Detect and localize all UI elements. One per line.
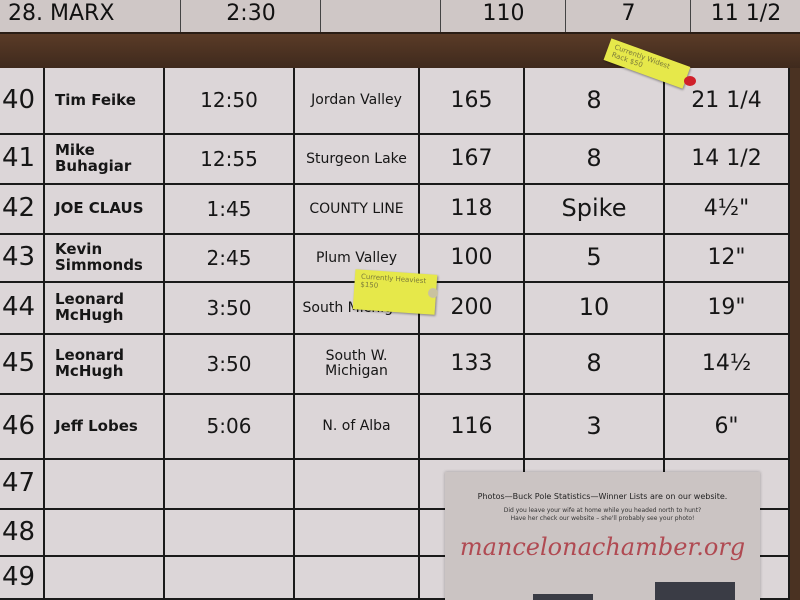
hunter-name: Jeff Lobes (45, 395, 165, 460)
poster-text-2: Have her check our website – she'll prob… (510, 514, 695, 522)
location-cell: N. of Alba (295, 395, 420, 460)
weight-cell: 165 (420, 68, 525, 135)
time-cell: 5:06 (165, 395, 295, 460)
spread-cell: 12" (665, 235, 790, 283)
entries-table: 40 Tim Feike 12:50 Jordan Valley 165 8 21 1/4 4… (0, 68, 790, 600)
hunter-name: Leonard McHugh (45, 335, 165, 395)
hunter-name (45, 460, 165, 510)
red-pushpin-icon (684, 76, 696, 86)
time-cell (165, 460, 295, 510)
weight-cell: 116 (420, 395, 525, 460)
poster-photo (655, 582, 735, 600)
points-cell: 3 (525, 395, 665, 460)
location-cell: Jordan Valley (295, 68, 420, 135)
points-cell: 8 (525, 68, 665, 135)
website-url: mancelonachamber.org (459, 532, 746, 561)
time-cell: 2:45 (165, 235, 295, 283)
poster-text-1: Did you leave your wife at home while yo… (503, 507, 702, 514)
spread-cell: 11 1/2 (690, 0, 800, 32)
entry-number: 48 (0, 510, 45, 557)
spread-cell: 4½" (665, 185, 790, 235)
entry-number: 45 (0, 335, 45, 395)
weight-cell: 200 (420, 283, 525, 335)
location-cell (320, 0, 441, 32)
spread-cell: 14 1/2 (665, 135, 790, 185)
buck-pole-board: 40 Tim Feike 12:50 Jordan Valley 165 8 21 1/4 4… (0, 68, 790, 600)
top-row-entry: 28. MARX (0, 0, 188, 32)
entry-number: 49 (0, 557, 45, 600)
weight-cell: 133 (420, 335, 525, 395)
hunter-name: MARX (50, 1, 115, 26)
weight-cell: 110 (440, 0, 566, 32)
entry-number: 41 (0, 135, 45, 185)
time-cell: 1:45 (165, 185, 295, 235)
time-cell: 12:55 (165, 135, 295, 185)
time-cell: 2:30 (180, 0, 321, 32)
poster-photo (533, 594, 593, 600)
points-cell: 7 (565, 0, 691, 32)
weight-cell: 118 (420, 185, 525, 235)
time-cell (165, 510, 295, 557)
entry-number: 28. (8, 1, 43, 26)
points-cell: 10 (525, 283, 665, 335)
points-cell: 8 (525, 135, 665, 185)
spread-cell: 21 1/4 (665, 68, 790, 135)
hunter-name (45, 557, 165, 600)
location-cell (295, 460, 420, 510)
location-cell: South W. Michigan (295, 335, 420, 395)
pushpin-icon (428, 288, 438, 298)
poster-headline: Photos—Buck Pole Statistics—Winner Lists… (477, 492, 728, 501)
spread-cell: 6" (665, 395, 790, 460)
weight-cell: 100 (420, 235, 525, 283)
time-cell (165, 557, 295, 600)
location-cell (295, 557, 420, 600)
hunter-name: Leonard McHugh (45, 283, 165, 335)
location-cell (295, 510, 420, 557)
heaviest-tag: Currently Heaviest $150 (352, 269, 438, 315)
weight-cell: 167 (420, 135, 525, 185)
entry-number: 43 (0, 235, 45, 283)
entry-number: 40 (0, 68, 45, 135)
entry-number: 46 (0, 395, 45, 460)
hunter-name: JOE CLAUS (45, 185, 165, 235)
entry-number: 44 (0, 283, 45, 335)
spread-cell: 19" (665, 283, 790, 335)
entry-number: 47 (0, 460, 45, 510)
points-cell: 8 (525, 335, 665, 395)
time-cell: 12:50 (165, 68, 295, 135)
entry-number: 42 (0, 185, 45, 235)
time-cell: 3:50 (165, 283, 295, 335)
previous-board-strip: 28. MARX 2:30 110 7 11 1/2 (0, 0, 800, 34)
location-cell: Sturgeon Lake (295, 135, 420, 185)
hunter-name: Mike Buhagiar (45, 135, 165, 185)
hunter-name (45, 510, 165, 557)
points-cell: Spike (525, 185, 665, 235)
hunter-name: Kevin Simmonds (45, 235, 165, 283)
spread-cell: 14½ (665, 335, 790, 395)
chamber-poster: Photos—Buck Pole Statistics—Winner Lists… (445, 472, 760, 600)
hunter-name: Tim Feike (45, 68, 165, 135)
time-cell: 3:50 (165, 335, 295, 395)
location-cell: COUNTY LINE (295, 185, 420, 235)
points-cell: 5 (525, 235, 665, 283)
